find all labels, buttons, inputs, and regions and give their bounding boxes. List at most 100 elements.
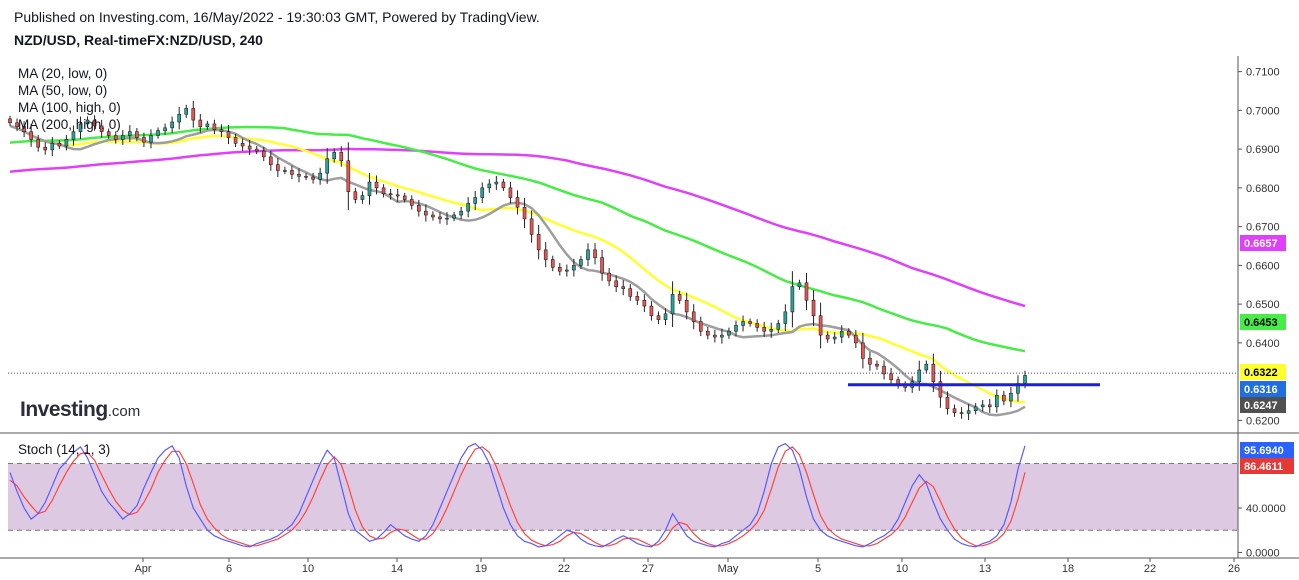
candle-body xyxy=(797,282,802,287)
candle-body xyxy=(980,404,985,408)
candle-body xyxy=(106,131,111,136)
candle-body xyxy=(128,131,132,136)
candle-body xyxy=(515,197,520,208)
time-tick-label: 5 xyxy=(815,563,821,575)
candle-body xyxy=(734,325,738,332)
price-tick-label: 0.6800 xyxy=(1246,183,1280,195)
candle-body xyxy=(691,311,696,322)
ma50-line xyxy=(9,124,1026,404)
price-tag-label: 0.6316 xyxy=(1244,384,1278,396)
price-tick-label: 0.7100 xyxy=(1246,67,1280,79)
ma-lines-layer xyxy=(9,124,1026,417)
candle-body xyxy=(607,272,611,282)
candle-body xyxy=(649,305,654,317)
stoch-band-layer xyxy=(8,463,1238,531)
price-tick-label: 0.6700 xyxy=(1246,222,1280,234)
candle-body xyxy=(966,410,971,414)
time-tick-label: 19 xyxy=(475,563,487,575)
candle-body xyxy=(311,176,315,180)
candle-body xyxy=(804,282,809,301)
candle-body xyxy=(508,187,513,198)
candle-body xyxy=(417,205,421,212)
time-tick-label: May xyxy=(718,563,739,575)
candle-body xyxy=(776,323,781,330)
candle-body xyxy=(297,174,301,177)
time-tick-label: 10 xyxy=(302,563,314,575)
time-tick-label: 27 xyxy=(642,563,654,575)
logo-main-text: Investing xyxy=(20,398,108,421)
candle-body xyxy=(466,203,470,212)
time-tick-label: 13 xyxy=(979,563,991,575)
candle-body xyxy=(212,123,217,131)
candle-body xyxy=(360,195,365,200)
candle-body xyxy=(811,299,816,317)
candle-body xyxy=(219,129,224,132)
price-tick-label: 0.6400 xyxy=(1246,338,1280,350)
candle-body xyxy=(226,131,231,138)
candle-body xyxy=(177,113,181,123)
candle-body xyxy=(163,127,167,131)
candle-body xyxy=(480,187,485,198)
candle-body xyxy=(71,131,76,140)
candle-body xyxy=(332,151,337,160)
logo-tld-text: .com xyxy=(107,403,141,420)
candle-body xyxy=(536,234,541,251)
axes-layer: 0.7100 0.7000 0.6900 0.6800 0.6700 0.6600 0.65… xyxy=(0,56,1299,575)
stoch-tick-label: 40.0000 xyxy=(1246,503,1286,515)
candle-body xyxy=(550,259,555,268)
candle-body xyxy=(924,363,929,371)
candle-body xyxy=(825,334,830,340)
stoch-tick-label: 0.0000 xyxy=(1246,547,1280,559)
price-tag-0.6453 xyxy=(1240,314,1286,330)
candle-body xyxy=(50,143,55,151)
candle-body xyxy=(713,334,717,338)
candle-body xyxy=(120,135,125,140)
candle-body xyxy=(987,404,992,408)
candle-body xyxy=(381,187,386,194)
candle-body xyxy=(261,150,266,158)
candle-body xyxy=(268,156,273,165)
time-tick-label: Apr xyxy=(134,563,151,575)
candle-body xyxy=(388,193,393,196)
candle-body xyxy=(8,118,12,124)
candle-body xyxy=(156,130,160,136)
candle-body xyxy=(205,123,210,127)
ma20-legend-label: MA (20, low, 0) xyxy=(18,66,108,81)
candle-body xyxy=(290,170,294,175)
candle-body xyxy=(952,408,957,413)
price-tick-label: 0.7000 xyxy=(1246,105,1280,117)
candle-body xyxy=(565,269,569,272)
candle-body xyxy=(783,311,788,324)
candle-body xyxy=(184,108,189,115)
stoch-tag-label: 95.6940 xyxy=(1244,445,1284,457)
stoch-tag-86.4611 xyxy=(1240,458,1294,474)
candle-body xyxy=(170,121,174,129)
candle-body xyxy=(247,145,252,150)
price-tag-0.6322 xyxy=(1240,364,1286,380)
candle-body xyxy=(889,373,893,380)
candle-body xyxy=(861,342,865,359)
candle-body xyxy=(149,135,153,143)
candle-body xyxy=(755,323,759,328)
stoch-tag-95.6940 xyxy=(1240,442,1294,458)
time-tick-label: 18 xyxy=(1062,563,1074,575)
time-tick-label: 10 xyxy=(896,563,908,575)
candle-body xyxy=(593,249,597,258)
ma20-line xyxy=(9,124,1026,417)
candle-body xyxy=(839,330,844,338)
candle-body xyxy=(945,396,950,410)
candle-body xyxy=(529,218,534,235)
candle-body xyxy=(1009,392,1013,402)
candle-body xyxy=(431,214,435,218)
candle-body xyxy=(748,321,752,324)
candle-body xyxy=(92,119,97,127)
candle-body xyxy=(402,195,407,200)
candle-body xyxy=(931,363,936,382)
time-tick-label: 6 xyxy=(226,563,232,575)
candle-body xyxy=(473,197,478,204)
stoch-overbought-oversold-band xyxy=(8,463,1238,531)
candle-body xyxy=(720,334,724,338)
candle-body xyxy=(818,315,823,336)
candle-body xyxy=(875,363,879,367)
